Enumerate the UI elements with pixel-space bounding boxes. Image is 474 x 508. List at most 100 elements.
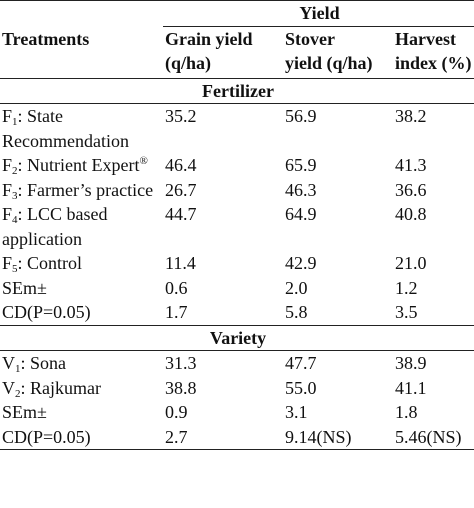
value-cell: 55.0	[285, 377, 317, 398]
treatment-text: : Sona	[20, 353, 67, 373]
treatment-cell: SEm±	[0, 276, 163, 301]
column-header: Grain yield (q/ha)	[163, 26, 283, 79]
treatment-cell: F5: Control	[0, 251, 163, 276]
value-cell: 44.7	[165, 204, 197, 224]
value-cell: 38.2	[395, 106, 427, 126]
treatment-cell: CD(P=0.05)	[0, 424, 163, 450]
treatment-text: 1	[12, 116, 18, 128]
data-row: CD(P=0.05) 1.7 5.8 3.5	[0, 300, 474, 325]
value-cell: 2.7	[163, 424, 283, 450]
treatment-cell: SEm±	[0, 400, 163, 425]
value-cell: 46.3	[285, 179, 317, 200]
value-cell: 46.4	[165, 155, 197, 175]
treatment-text: SEm±	[2, 277, 47, 298]
value-cell: 42.9	[285, 253, 317, 273]
value-cell: 3.5	[395, 302, 418, 322]
column-header: Stover yield (q/ha)	[283, 26, 393, 79]
value-cell: 3.1	[285, 402, 308, 422]
value-cell: 21.0	[395, 253, 427, 273]
value-cell: 1.8	[395, 402, 418, 422]
treatment-text: CD(P=0.05)	[2, 426, 91, 447]
value-cell: 1.7	[165, 302, 188, 322]
group-header: Yield	[163, 0, 474, 27]
data-row: SEm± 0.9 3.1 1.8	[0, 400, 474, 425]
treatment-cell: F1: State Recommendation	[0, 104, 163, 154]
column-header-line: yield (q/ha)	[285, 53, 373, 73]
data-row: CD(P=0.05) 2.7 9.14(NS) 5.46(NS)	[0, 424, 474, 450]
treatment-text: 2	[15, 387, 21, 400]
value-cell: 41.3	[395, 155, 427, 175]
treatment-cell: V2: Rajkumar	[0, 376, 163, 401]
value-cell: 65.9	[285, 155, 317, 175]
data-row: V2: Rajkumar 38.8 55.0 41.1	[0, 376, 474, 401]
column-header-row: Grain yield (q/ha) Stover yield (q/ha) Harve…	[0, 26, 474, 79]
value-cell: 1.2	[395, 277, 418, 298]
section-title: Fertilizer	[0, 78, 474, 104]
column-header-line: (q/ha)	[165, 53, 212, 73]
treatment-text: F	[2, 155, 13, 175]
treatment-cell: V1: Sona	[0, 351, 163, 376]
treatment-text: : Farmer’s practice	[17, 179, 154, 200]
data-row: SEm± 0.6 2.0 1.2	[0, 276, 474, 301]
value-cell: 26.7	[165, 179, 197, 200]
value-cell: 0.6	[165, 277, 188, 298]
value-cell: 38.9	[395, 353, 427, 373]
data-row: F5: Control 11.4 42.9 21.0	[0, 251, 474, 276]
treatment-text: F	[2, 179, 13, 200]
treatment-text: V	[2, 377, 15, 398]
value-cell: 41.1	[395, 377, 427, 398]
value-cell: 36.6	[395, 179, 427, 200]
value-cell: 47.7	[285, 353, 317, 373]
treatment-text: F	[2, 106, 13, 126]
value-cell: 64.9	[285, 204, 317, 224]
treatment-text: : LCC based application	[2, 204, 108, 249]
treatment-text: : State Recommendation	[2, 106, 129, 151]
column-header-line: index (%)	[395, 53, 472, 73]
value-cell: 56.9	[285, 106, 317, 126]
treatment-cell: F4: LCC based application	[0, 202, 163, 251]
value-cell: 5.46(NS)	[393, 424, 474, 450]
treatment-text: : Nutrient Expert	[17, 155, 140, 175]
column-header-line: Harvest	[395, 28, 456, 49]
value-cell: 11.4	[165, 253, 196, 273]
value-cell: 0.9	[165, 402, 188, 422]
treatment-text: V	[2, 353, 15, 373]
treatment-text: ®	[139, 155, 148, 167]
treatment-cell: CD(P=0.05)	[0, 300, 163, 325]
treatment-text: 3	[12, 189, 18, 202]
data-row: F1: State Recommendation 35.2 56.9 38.2	[0, 104, 474, 154]
treatment-text: SEm±	[2, 402, 47, 422]
treatment-text: 1	[15, 363, 21, 375]
section-row: Fertilizer	[0, 78, 474, 104]
value-cell: 35.2	[165, 106, 197, 126]
column-header-line: Stover	[285, 28, 335, 49]
treatments-header: Treatments	[0, 0, 163, 79]
treatment-text: 2	[12, 165, 18, 177]
treatment-text: : Rajkumar	[20, 377, 101, 398]
data-row: F3: Farmer’s practice 26.7 46.3 36.6	[0, 178, 474, 203]
section-title: Variety	[0, 324, 474, 351]
value-cell: 5.8	[285, 302, 308, 322]
column-header: Harvest index (%)	[393, 26, 474, 79]
value-cell: 2.0	[285, 277, 308, 298]
treatment-text: : Control	[17, 253, 83, 273]
value-cell: 31.3	[165, 353, 197, 373]
treatment-text: 5	[12, 263, 18, 275]
treatment-text: CD(P=0.05)	[2, 302, 91, 322]
section-row: Variety	[0, 324, 474, 351]
column-header-line: Grain yield	[165, 28, 253, 49]
header-row: Treatments Yield	[0, 0, 474, 79]
value-cell: 38.8	[165, 377, 197, 398]
treatment-cell: F3: Farmer’s practice	[0, 178, 163, 203]
value-cell: 40.8	[395, 204, 427, 224]
treatment-text: F	[2, 253, 13, 273]
treatment-text: F	[2, 204, 13, 224]
data-row: F2: Nutrient Expert® 46.4 65.9 41.3	[0, 153, 474, 178]
data-row: V1: Sona 31.3 47.7 38.9	[0, 351, 474, 376]
value-cell: 9.14(NS)	[283, 424, 393, 450]
treatment-cell: F2: Nutrient Expert®	[0, 153, 163, 178]
data-table: Treatments Yield Grain yield (q/ha) Stover…	[0, 0, 474, 450]
treatment-text: 4	[12, 214, 18, 226]
data-row: F4: LCC based application 44.7 64.9 40.8	[0, 202, 474, 251]
